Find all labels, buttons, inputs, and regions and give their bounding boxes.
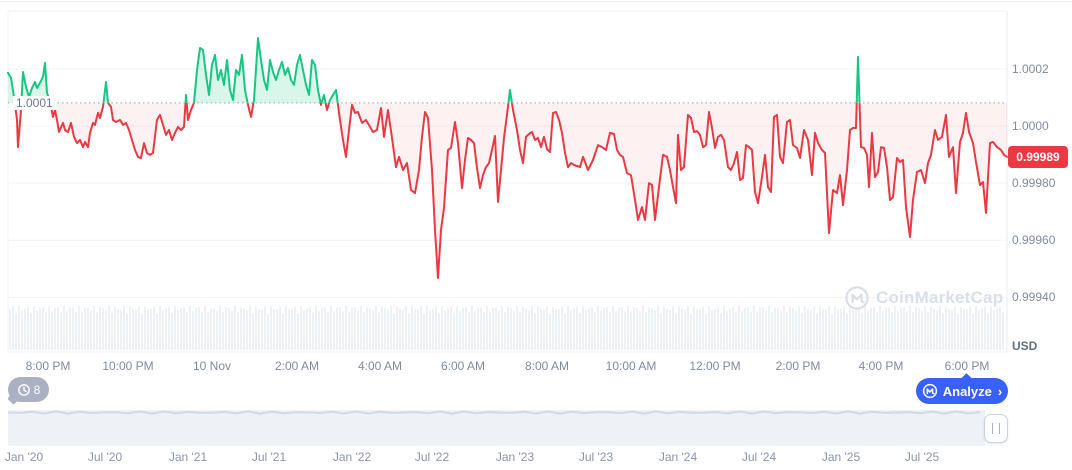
current-price-badge: 0.99989: [1008, 146, 1068, 169]
y-axis-label: 1.0000: [1012, 119, 1049, 133]
navigator-year-label: Jul '24: [741, 450, 777, 464]
navigator-year-label: Jul '22: [414, 450, 450, 464]
date-range-navigator[interactable]: [7, 410, 985, 446]
chevron-right-icon: ›: [997, 383, 1003, 399]
analyze-label: Analyze: [942, 383, 992, 399]
x-axis-label: 6:00 PM: [944, 359, 990, 373]
clock-history-icon: [17, 383, 31, 397]
navigator-year-label: Jul '25: [904, 450, 940, 464]
watermark: CoinMarketCap: [844, 285, 1003, 311]
navigator-year-label: Jul '21: [251, 450, 287, 464]
navigator-year-label: Jan '25: [821, 450, 861, 464]
y-axis-label: 0.99980: [1012, 176, 1056, 191]
x-axis-label: 10:00 PM: [102, 359, 154, 373]
x-axis-label: 2:00 AM: [274, 359, 320, 373]
open-price-label: 1.0001: [13, 95, 56, 110]
history-badge[interactable]: 8: [8, 377, 49, 402]
x-axis-label: 8:00 AM: [524, 359, 570, 373]
coinmarketcap-logo-icon: [844, 285, 870, 311]
watermark-text: CoinMarketCap: [876, 288, 1004, 307]
navigator-handle[interactable]: [984, 414, 1008, 443]
navigator-year-label: Jan '20: [4, 450, 44, 464]
x-axis-label: 12:00 PM: [689, 359, 741, 373]
y-axis-label: 0.99940: [1012, 290, 1056, 305]
x-axis-label: 4:00 PM: [858, 359, 904, 373]
navigator-year-label: Jan '23: [495, 450, 535, 464]
navigator-mini-chart: [7, 410, 981, 415]
y-axis-label: 1.0002: [1012, 61, 1049, 76]
navigator-year-label: Jan '22: [332, 450, 372, 464]
navigator-year-label: Jul '23: [578, 450, 614, 464]
drag-grip-icon: [992, 423, 1000, 434]
coinmarketcap-logo-icon: [922, 383, 938, 399]
x-axis-label: 10 Nov: [192, 359, 232, 373]
x-axis-label: 8:00 PM: [25, 359, 71, 373]
navigator-year-label: Jan '24: [658, 450, 698, 464]
x-axis-label: 2:00 PM: [775, 359, 821, 373]
panel-top-border: [0, 1, 1072, 2]
navigator-year-label: Jul '20: [87, 450, 123, 464]
analyze-button[interactable]: Analyze ›: [916, 373, 1008, 404]
y-axis-label: 0.99960: [1012, 233, 1056, 248]
x-axis-label: 4:00 AM: [357, 359, 403, 373]
x-axis-label: 6:00 AM: [440, 359, 486, 373]
navigator-year-label: Jan '21: [168, 450, 208, 464]
history-count: 8: [33, 382, 41, 397]
x-axis-label: 10:00 AM: [605, 359, 657, 373]
currency-label: USD: [1012, 339, 1038, 353]
